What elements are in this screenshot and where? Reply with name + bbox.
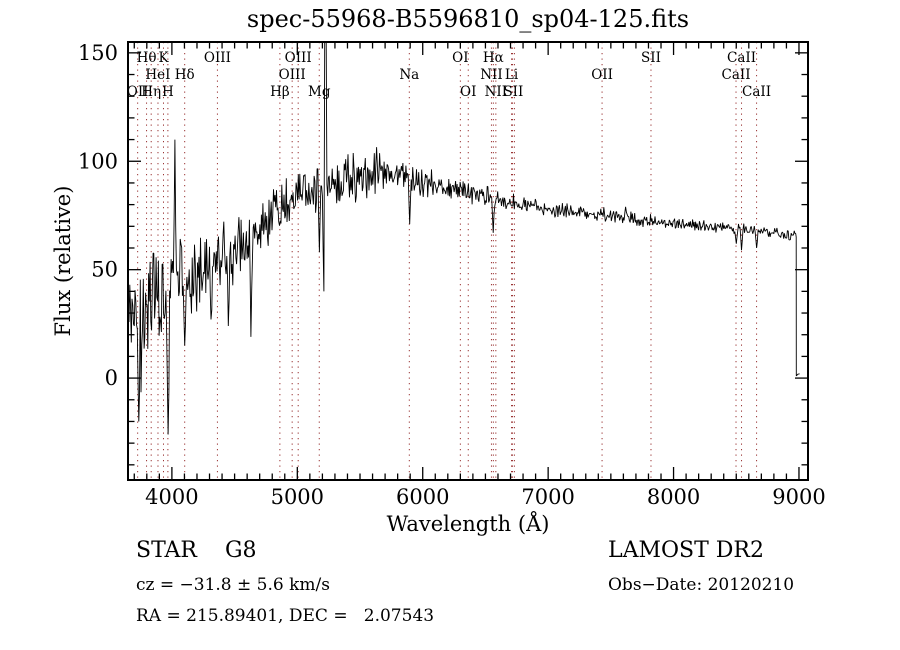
spectral-line-markers bbox=[137, 42, 758, 480]
y-tick-label: 50 bbox=[91, 258, 118, 282]
x-axis-label: Wavelength (Å) bbox=[387, 511, 550, 536]
y-tick-label: 100 bbox=[78, 149, 118, 173]
line-label-oiii: OIII bbox=[204, 50, 231, 66]
obs-date-label: Obs−Date: 20120210 bbox=[608, 575, 794, 595]
spectrum-path bbox=[127, 41, 800, 435]
line-label-oiii: OIII bbox=[285, 50, 312, 66]
axis-ticks bbox=[128, 42, 808, 480]
line-label-oii: OII bbox=[127, 84, 149, 100]
ra-dec-value: RA = 215.89401, DEC = 2.07543 bbox=[136, 606, 434, 626]
line-label-nii: NII bbox=[485, 84, 507, 100]
plot-frame bbox=[127, 41, 809, 481]
line-label-hei: HeI bbox=[145, 67, 170, 83]
line-label-sii: SII bbox=[503, 84, 523, 100]
y-tick-label: 150 bbox=[78, 41, 118, 65]
line-label-caii: CaII bbox=[721, 67, 750, 83]
line-label-li: Li bbox=[505, 67, 519, 83]
survey-label: LAMOST DR2 bbox=[608, 538, 764, 563]
x-tick-label: 6000 bbox=[396, 485, 449, 509]
spectrum-trace bbox=[127, 41, 800, 435]
axis-tick-labels: 4000 5000 6000 7000 8000 9000 0 50 100 150 bbox=[78, 41, 826, 509]
line-label-hβ: Hβ bbox=[270, 84, 290, 100]
line-label-nii: NII bbox=[480, 67, 502, 83]
y-tick-label: 0 bbox=[105, 366, 118, 390]
x-tick-label: 4000 bbox=[145, 485, 198, 509]
object-class-label: STAR G8 bbox=[136, 538, 257, 563]
line-label-hθ: Hθ bbox=[137, 50, 157, 66]
line-label-caii: CaII bbox=[727, 50, 756, 66]
line-label-hα: Hα bbox=[483, 50, 504, 66]
line-label-sii: SII bbox=[641, 50, 661, 66]
line-label-oi: OI bbox=[460, 84, 476, 100]
x-tick-label: 8000 bbox=[647, 485, 700, 509]
line-label-oi: OI bbox=[452, 50, 468, 66]
line-label-oiii: OIII bbox=[279, 67, 306, 83]
line-label-oii: OII bbox=[591, 67, 613, 83]
plot-title: spec-55968-B5596810_sp04-125.fits bbox=[247, 5, 689, 33]
line-label-h: H bbox=[162, 84, 174, 100]
cz-value: cz = −31.8 ± 5.6 km/s bbox=[136, 575, 330, 595]
line-label-na: Na bbox=[399, 67, 419, 83]
x-tick-label: 9000 bbox=[772, 485, 825, 509]
line-label-mg: Mg bbox=[308, 84, 331, 100]
line-label-hδ: Hδ bbox=[175, 67, 195, 83]
x-tick-label: 5000 bbox=[271, 485, 324, 509]
line-label-k: K bbox=[158, 50, 169, 66]
line-label-hη: Hη bbox=[141, 84, 161, 100]
y-axis-label: Flux (relative) bbox=[51, 186, 75, 337]
line-label-caii: CaII bbox=[742, 84, 771, 100]
x-tick-label: 7000 bbox=[521, 485, 574, 509]
